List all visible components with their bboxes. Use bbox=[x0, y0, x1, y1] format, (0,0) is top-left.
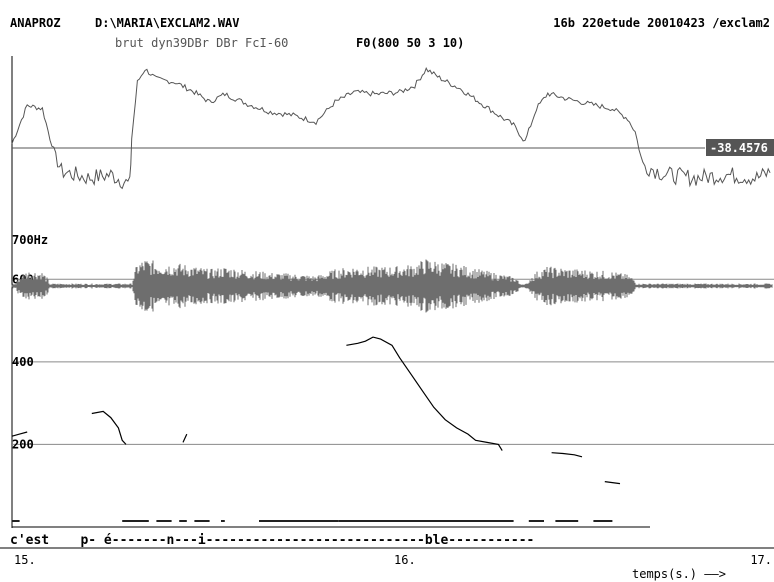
file-path: D:\MARIA\EXCLAM2.WAV bbox=[95, 16, 240, 30]
f0-segment bbox=[11, 431, 28, 437]
f0-segment bbox=[346, 336, 503, 451]
recording-info: 16b 220etude 20010423 /exclam2 bbox=[553, 16, 770, 30]
speech-waveform bbox=[11, 259, 773, 313]
intensity-marker-box bbox=[706, 139, 774, 156]
frequency-scale-label: 700Hz bbox=[12, 233, 48, 247]
time-axis-label: temps(s.) ——> bbox=[632, 567, 726, 581]
y-tick-label: 400 bbox=[12, 355, 34, 369]
x-tick-label: 15. bbox=[14, 553, 36, 567]
f0-segment bbox=[551, 452, 583, 458]
app-name: ANAPROZ bbox=[10, 16, 61, 30]
f0-segment bbox=[182, 433, 188, 443]
f0-curve bbox=[11, 336, 621, 485]
f0-segment bbox=[91, 410, 127, 445]
intensity-curve bbox=[11, 66, 771, 190]
x-tick-label: 17. bbox=[750, 553, 772, 567]
f0-segment bbox=[604, 481, 621, 485]
f0-params: F0(800 50 3 10) bbox=[356, 36, 464, 50]
x-tick-labels: 15. 16. 17. bbox=[14, 553, 772, 567]
x-tick-label: 16. bbox=[394, 553, 416, 567]
analysis-params: brut dyn39DBr DBr FcI-60 bbox=[115, 36, 288, 50]
intensity-marker-value: -38.4576 bbox=[710, 141, 768, 155]
segmentation-transcript: c'est p- é-------n---i------------------… bbox=[10, 533, 534, 548]
y-tick-label: 200 bbox=[12, 437, 34, 451]
